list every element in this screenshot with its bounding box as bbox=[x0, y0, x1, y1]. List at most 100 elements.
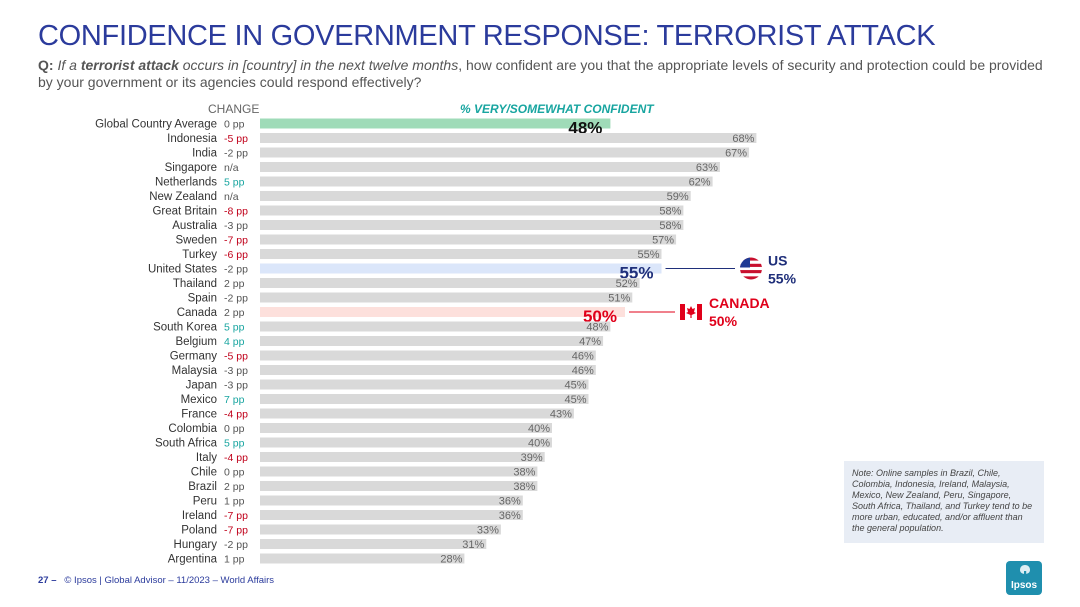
category-label-indonesia: Indonesia bbox=[167, 133, 217, 145]
survey-question: Q: If a terrorist attack occurs in [coun… bbox=[38, 57, 1048, 91]
bar-mexico bbox=[260, 394, 589, 404]
bar-canada bbox=[260, 307, 625, 317]
value-label-thailand: 52% bbox=[616, 278, 638, 290]
bar-spain bbox=[260, 292, 633, 303]
us-flag-icon bbox=[740, 257, 762, 280]
category-label-global-country-average: Global Country Average bbox=[95, 119, 217, 131]
category-label-singapore: Singapore bbox=[165, 162, 217, 174]
category-label-malaysia: Malaysia bbox=[172, 365, 218, 377]
bar-netherlands bbox=[260, 176, 713, 187]
bar-south-korea bbox=[260, 321, 611, 332]
change-label-belgium: 4 pp bbox=[224, 336, 245, 348]
bar-south-africa bbox=[260, 437, 552, 448]
footer-text: © Ipsos | Global Advisor – 11/2023 – Wor… bbox=[64, 575, 275, 586]
change-label-ireland: -7 pp bbox=[224, 510, 248, 522]
change-label-malaysia: -3 pp bbox=[224, 365, 248, 377]
value-label-south-korea: 48% bbox=[586, 322, 608, 334]
value-label-belgium: 47% bbox=[579, 336, 601, 348]
change-label-australia: -3 pp bbox=[224, 220, 248, 232]
category-label-turkey: Turkey bbox=[182, 249, 217, 261]
category-label-australia: Australia bbox=[172, 220, 217, 232]
value-label-argentina: 28% bbox=[440, 554, 462, 566]
ipsos-logo-text: Ipsos bbox=[1010, 580, 1038, 591]
bar-brazil bbox=[260, 481, 538, 491]
value-label-netherlands: 62% bbox=[689, 177, 711, 189]
page-number: 27 – bbox=[38, 575, 57, 586]
category-label-brazil: Brazil bbox=[188, 481, 217, 493]
value-label-new-zealand: 59% bbox=[667, 191, 689, 203]
value-label-italy: 39% bbox=[521, 452, 543, 464]
change-label-turkey: -6 pp bbox=[224, 249, 248, 261]
category-label-new-zealand: New Zealand bbox=[149, 191, 217, 203]
change-label-netherlands: 5 pp bbox=[224, 177, 245, 189]
category-label-india: India bbox=[192, 148, 218, 160]
category-label-germany: Germany bbox=[170, 351, 218, 363]
bar-germany bbox=[260, 350, 596, 361]
change-label-hungary: -2 pp bbox=[224, 539, 248, 551]
change-label-singapore: n/a bbox=[224, 162, 239, 174]
bar-argentina bbox=[260, 553, 465, 564]
value-label-turkey: 55% bbox=[637, 249, 659, 261]
us-callout-label: US bbox=[768, 253, 787, 269]
change-label-south-africa: 5 pp bbox=[224, 438, 245, 450]
bar-ireland bbox=[260, 510, 523, 520]
footer: 27 – © Ipsos | Global Advisor – 11/2023 … bbox=[38, 575, 274, 586]
category-label-argentina: Argentina bbox=[168, 554, 218, 566]
value-label-hungary: 31% bbox=[462, 539, 484, 551]
value-label-spain: 51% bbox=[608, 293, 630, 305]
value-label-germany: 46% bbox=[572, 351, 594, 363]
bar-global-country-average bbox=[260, 118, 611, 129]
bar-thailand bbox=[260, 278, 640, 288]
category-label-spain: Spain bbox=[188, 293, 217, 305]
change-label-new-zealand: n/a bbox=[224, 191, 239, 203]
change-label-colombia: 0 pp bbox=[224, 423, 245, 435]
bar-malaysia bbox=[260, 365, 596, 375]
change-label-south-korea: 5 pp bbox=[224, 322, 245, 334]
question-emphasis: terrorist attack bbox=[80, 57, 179, 73]
category-label-ireland: Ireland bbox=[182, 510, 217, 522]
change-label-italy: -4 pp bbox=[224, 452, 248, 464]
ipsos-logo: Ipsos bbox=[1006, 561, 1042, 595]
category-label-mexico: Mexico bbox=[181, 394, 217, 406]
category-label-great-britain: Great Britain bbox=[152, 206, 217, 218]
value-label-indonesia: 68% bbox=[732, 133, 754, 145]
ipsos-logo-mark-icon bbox=[1020, 565, 1030, 579]
value-label-canada: 50% bbox=[583, 307, 617, 326]
value-label-france: 43% bbox=[550, 409, 572, 421]
canada-flag-icon bbox=[680, 304, 702, 320]
bar-hungary bbox=[260, 539, 487, 549]
bar-singapore bbox=[260, 162, 720, 172]
value-label-ireland: 36% bbox=[499, 510, 521, 522]
bar-chile bbox=[260, 466, 538, 477]
bar-sweden bbox=[260, 234, 677, 245]
value-label-australia: 58% bbox=[659, 220, 681, 232]
methodology-note: Note: Online samples in Brazil, Chile, C… bbox=[844, 461, 1044, 543]
change-label-chile: 0 pp bbox=[224, 467, 245, 479]
page-title: CONFIDENCE IN GOVERNMENT RESPONSE: TERRO… bbox=[38, 20, 936, 52]
question-italic-after: occurs in [country] in the next twelve m… bbox=[178, 57, 459, 73]
category-label-colombia: Colombia bbox=[168, 423, 217, 435]
value-label-south-africa: 40% bbox=[528, 438, 550, 450]
bar-italy bbox=[260, 452, 545, 462]
category-label-poland: Poland bbox=[181, 525, 217, 537]
bar-poland bbox=[260, 524, 501, 535]
bar-india bbox=[260, 147, 750, 158]
value-label-united-states: 55% bbox=[619, 264, 653, 283]
category-label-chile: Chile bbox=[191, 467, 217, 479]
bar-australia bbox=[260, 220, 684, 230]
value-label-singapore: 63% bbox=[696, 162, 718, 174]
value-label-india: 67% bbox=[725, 148, 747, 160]
category-label-france: France bbox=[181, 409, 217, 421]
bar-indonesia bbox=[260, 133, 757, 143]
category-label-thailand: Thailand bbox=[173, 278, 217, 290]
value-label-brazil: 38% bbox=[513, 481, 535, 493]
value-label-colombia: 40% bbox=[528, 423, 550, 435]
bar-japan bbox=[260, 379, 589, 390]
change-label-france: -4 pp bbox=[224, 409, 248, 421]
category-label-south-korea: South Korea bbox=[153, 322, 218, 334]
question-rest: , how confident are you that the appropr… bbox=[38, 57, 1043, 90]
change-label-global-country-average: 0 pp bbox=[224, 119, 245, 131]
category-label-canada: Canada bbox=[177, 307, 218, 319]
change-label-great-britain: -8 pp bbox=[224, 206, 248, 218]
